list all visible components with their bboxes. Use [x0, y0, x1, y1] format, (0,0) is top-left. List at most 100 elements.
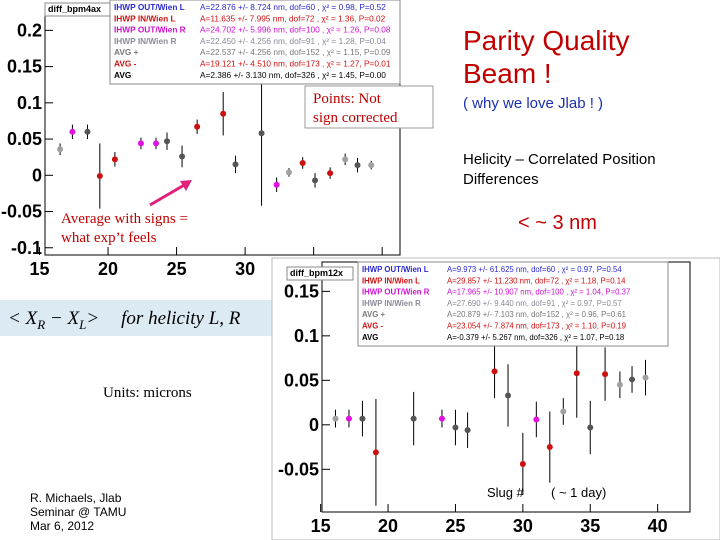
y-tick-label: 0 [309, 415, 319, 435]
result: < ~ 3 nm [518, 212, 597, 234]
formula: < XR − XL> for helicity L, R [8, 308, 241, 332]
point [232, 161, 239, 168]
y-tick-label: 0.05 [284, 370, 319, 390]
point [642, 374, 649, 381]
legend-name: IHWP IN/Wien L [362, 276, 420, 285]
legend-name: IHWP OUT/Wien R [362, 288, 430, 297]
point [505, 392, 512, 399]
point [332, 415, 339, 422]
legend-name: AVG [114, 70, 131, 80]
chart-top: 0.20.150.10.050-0.05-0.1152025303540diff… [0, 0, 408, 279]
legend-name: AVG [362, 333, 378, 342]
formula-band [0, 300, 290, 336]
formula-part: for helicity L, R [121, 308, 241, 329]
chart-title: diff_bpm12x [290, 268, 343, 278]
x-tick-label: 35 [580, 516, 600, 536]
point [153, 140, 160, 147]
point [533, 416, 540, 423]
legend-stats: A=22.450 +/- 4.256 nm, dof=91 , χ² = 1.2… [200, 36, 386, 46]
point [491, 368, 498, 375]
subtitle: ( why we love Jlab ! ) [463, 95, 603, 112]
x-axis-note: ( ~ 1 day) [551, 485, 606, 500]
heading: Helicity – Correlated Position [463, 151, 656, 168]
point [587, 424, 594, 431]
y-tick-label: -0.05 [1, 202, 42, 222]
formula-part: < X [8, 308, 39, 329]
formula-part: L [78, 317, 86, 332]
point [438, 415, 445, 422]
point [372, 449, 379, 456]
point [368, 162, 375, 169]
x-tick-label: 30 [513, 516, 533, 536]
legend-stats: A=22.876 +/- 8.724 nm, dof=60 , χ² = 0.9… [200, 2, 386, 12]
x-tick-label: 25 [445, 516, 465, 536]
point [299, 159, 306, 166]
point [111, 156, 118, 163]
legend-name: AVG - [362, 322, 383, 331]
legend-name: IHWP OUT/Wien L [362, 265, 429, 274]
legend-name: IHWP IN/Wien R [362, 299, 421, 308]
legend-box [109, 0, 401, 85]
y-tick-label: 0 [32, 165, 42, 185]
chart-bottom: 0.15 0.1 0.05 0 -0.05 15 20 25 30 35 40 diff_bpm12x… [271, 257, 720, 540]
formula-part: > [86, 308, 99, 329]
legend-stats: A=9.973 +/- 61.625 nm, dof=60 , χ² = 0.9… [447, 265, 622, 274]
legend-stats: A=24.702 +/- 5.996 nm, dof=100 , χ² = 1.… [200, 25, 391, 35]
point [345, 415, 352, 422]
x-tick-label: 40 [648, 516, 668, 536]
point [57, 146, 64, 153]
legend-stats: A=17.965 +/- 10.907 nm, dof=100 , χ² = 1… [447, 288, 630, 297]
point [629, 376, 636, 383]
legend-stats: A=-0.379 +/- 5.267 nm, dof=326 , χ² = 1.… [447, 333, 624, 342]
annotation: Average with signs = [61, 211, 188, 227]
x-tick-label: 25 [167, 259, 187, 279]
formula-part: − X [45, 308, 80, 329]
point [573, 370, 580, 377]
note: Points: Not [313, 91, 382, 107]
annotation: what exp’t feels [61, 230, 157, 246]
point [194, 123, 201, 130]
legend-name: IHWP IN/Wien R [114, 36, 176, 46]
legend-stats: A=20.879 +/- 7.103 nm, dof=152 , χ² = 0.… [447, 310, 626, 319]
point [327, 170, 334, 177]
arrow [149, 182, 187, 207]
y-tick-label: 0.15 [7, 57, 42, 77]
y-tick-label: 0.1 [294, 326, 319, 346]
point [84, 128, 91, 135]
point [137, 140, 144, 147]
y-tick-label: 0.2 [17, 20, 42, 40]
legend-stats: A=23.054 +/- 7.874 nm, dof=173 , χ² = 1.… [447, 322, 626, 331]
chart-title: diff_bpm4ax [48, 4, 101, 14]
point [359, 415, 366, 422]
y-tick-label: 0.15 [284, 281, 319, 301]
y-tick-label: 0.1 [17, 93, 42, 113]
x-tick-label: 15 [311, 516, 331, 536]
point [342, 156, 349, 163]
legend-stats: A=27.690 +/- 9.440 nm, dof=91 , χ² = 0.9… [447, 299, 622, 308]
slide-title: Parity Quality [463, 25, 630, 56]
x-tick-label: 20 [98, 259, 118, 279]
point [220, 110, 227, 117]
y-tick-label: -0.1 [11, 238, 42, 258]
point [616, 381, 623, 388]
note: sign corrected [313, 110, 398, 126]
footer: R. Michaels, Jlab [30, 491, 122, 505]
x-tick-label: 30 [235, 259, 255, 279]
y-tick-label: 0.05 [7, 129, 42, 149]
point [179, 153, 186, 160]
legend-name: IHWP OUT/Wien L [114, 2, 185, 12]
footer: Seminar @ TAMU [30, 505, 126, 519]
point [312, 177, 319, 184]
note-box [304, 85, 434, 129]
point [273, 181, 280, 188]
point [163, 138, 170, 145]
legend-name: IHWP IN/Wien L [114, 13, 176, 23]
legend-name: AVG - [114, 59, 137, 69]
units: Units: microns [103, 385, 192, 401]
point [560, 408, 567, 415]
point [452, 424, 459, 431]
legend-stats: A=2.386 +/- 3.130 nm, dof=326 , χ² = 1.4… [200, 70, 386, 80]
arrow-head [180, 180, 192, 191]
legend-name: AVG + [114, 47, 139, 57]
legend-name: AVG + [362, 310, 385, 319]
